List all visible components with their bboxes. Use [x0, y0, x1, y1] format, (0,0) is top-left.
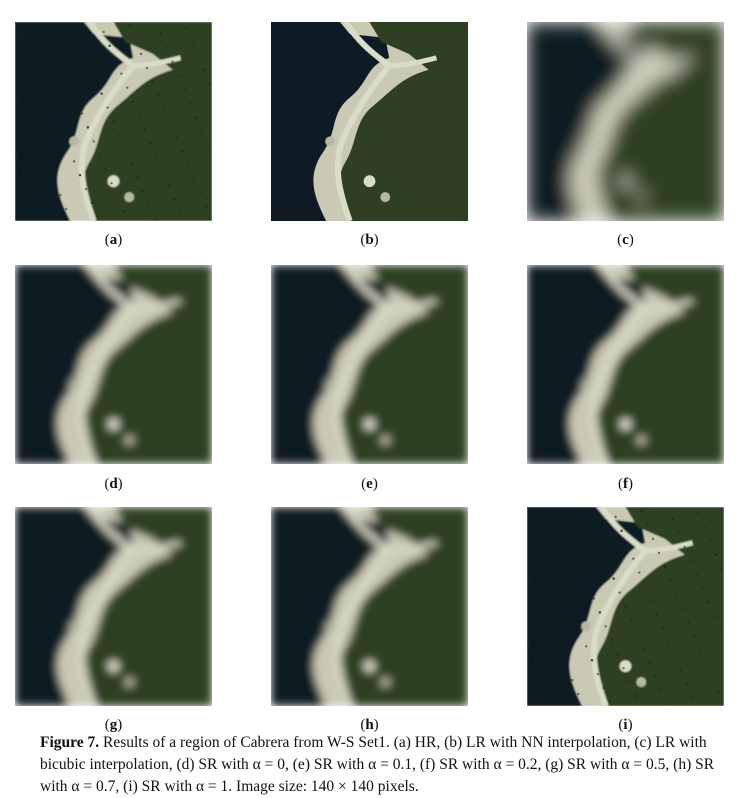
satellite-image-a: [15, 22, 212, 221]
panel-label-f: (f): [618, 476, 633, 492]
panel-label-g: (g): [104, 717, 123, 733]
satellite-image-b: [271, 22, 468, 221]
panel-label-d: (d): [104, 476, 123, 492]
coastline-render-c: [527, 22, 724, 221]
satellite-image-d: [15, 265, 212, 464]
panel-label-b: (b): [360, 232, 379, 248]
coastline-render-a: [15, 22, 212, 221]
coastline-render-e: [271, 265, 468, 464]
satellite-image-f: [527, 265, 724, 464]
panel-label-i: (i): [618, 717, 633, 733]
coastline-render-g: [15, 507, 212, 706]
satellite-image-e: [271, 265, 468, 464]
panel-label-a: (a): [104, 232, 123, 248]
satellite-image-h: [271, 507, 468, 706]
coastline-render-b: [271, 22, 468, 221]
figure-caption: Figure 7. Results of a region of Cabrera…: [40, 732, 720, 798]
figure-label: Figure 7.: [40, 734, 100, 751]
coastline-render-h: [271, 507, 468, 706]
panel-label-c: (c): [617, 232, 634, 248]
caption-text: Results of a region of Cabrera from W-S …: [40, 734, 715, 795]
satellite-image-c: [527, 22, 724, 221]
satellite-image-i: [527, 507, 724, 706]
coastline-render-f: [527, 265, 724, 464]
coastline-render-d: [15, 265, 212, 464]
panel-label-e: (e): [361, 476, 378, 492]
satellite-image-g: [15, 507, 212, 706]
coastline-render-i: [527, 507, 724, 706]
panel-label-h: (h): [360, 717, 379, 733]
